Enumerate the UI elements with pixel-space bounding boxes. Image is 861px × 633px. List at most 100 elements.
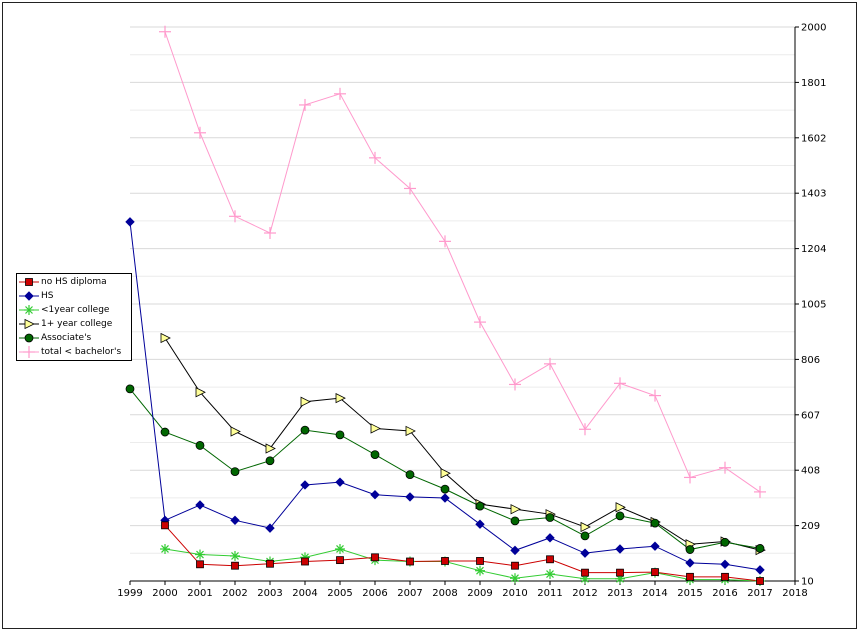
x-tick-label: 2004 bbox=[292, 588, 317, 599]
legend-swatch-hs bbox=[19, 291, 39, 301]
x-tick-label: 2015 bbox=[677, 588, 702, 599]
x-tick-label: 2001 bbox=[187, 588, 212, 599]
data-point-hs bbox=[650, 541, 660, 551]
data-point-associate-s bbox=[580, 531, 590, 541]
legend-item-1-plus-year-college: 1+ year college bbox=[17, 317, 131, 331]
series-line-lt-1year-college bbox=[164, 548, 761, 582]
data-point-hs bbox=[545, 533, 555, 543]
legend-label: Associate's bbox=[41, 333, 92, 343]
data-point-associate-s bbox=[265, 456, 275, 466]
x-tick-label: 2012 bbox=[572, 588, 597, 599]
data-point-1-plus-year-college bbox=[195, 387, 206, 398]
data-point-associate-s bbox=[755, 544, 765, 553]
data-point-associate-s bbox=[300, 425, 310, 435]
data-point-lt-1year-college bbox=[230, 550, 240, 561]
y-tick-label: 1005 bbox=[801, 300, 826, 311]
data-point-no-hs-diploma bbox=[721, 572, 729, 581]
data-point-hs bbox=[475, 519, 485, 529]
legend-item-associates: Associate's bbox=[17, 331, 131, 345]
data-point-total-lt-bachelor-s bbox=[229, 210, 241, 223]
data-point-total-lt-bachelor-s bbox=[369, 151, 381, 164]
data-point-associate-s bbox=[335, 430, 345, 440]
y-tick-label: 1204 bbox=[801, 244, 826, 255]
data-point-total-lt-bachelor-s bbox=[684, 471, 696, 484]
data-point-no-hs-diploma bbox=[441, 557, 449, 565]
data-point-1-plus-year-college bbox=[580, 521, 591, 533]
data-point-associate-s bbox=[545, 513, 555, 522]
data-point-associate-s bbox=[160, 427, 170, 437]
series-line-hs bbox=[129, 221, 761, 571]
data-point-associate-s bbox=[685, 545, 695, 554]
data-point-associate-s bbox=[650, 518, 660, 528]
data-point-hs bbox=[230, 515, 240, 526]
data-point-hs bbox=[405, 492, 415, 502]
data-point-lt-1year-college bbox=[195, 549, 205, 560]
chart-legend: no HS diploma HS <1year college 1+ year … bbox=[16, 273, 132, 361]
series-line-total-lt-bachelor-s bbox=[164, 31, 761, 493]
x-tick-label: 2006 bbox=[362, 588, 387, 599]
legend-marker bbox=[24, 318, 35, 330]
data-point-total-lt-bachelor-s bbox=[649, 389, 661, 402]
data-point-no-hs-diploma bbox=[371, 553, 379, 562]
data-point-no-hs-diploma bbox=[301, 557, 309, 566]
legend-item-hs: HS bbox=[17, 289, 131, 303]
data-point-no-hs-diploma bbox=[476, 557, 484, 565]
y-tick-label: 806 bbox=[801, 355, 820, 366]
data-point-hs bbox=[125, 217, 135, 227]
x-tick-label: 2009 bbox=[467, 588, 492, 599]
x-tick-label: 2005 bbox=[327, 588, 352, 599]
data-point-total-lt-bachelor-s bbox=[544, 357, 556, 370]
x-tick-label: 1999 bbox=[117, 588, 142, 599]
data-point-1-plus-year-college bbox=[335, 392, 346, 404]
data-point-associate-s bbox=[720, 537, 730, 547]
legend-marker bbox=[24, 333, 34, 343]
data-point-total-lt-bachelor-s bbox=[719, 461, 731, 474]
data-point-hs bbox=[580, 548, 590, 558]
series-line-no-hs-diploma bbox=[164, 524, 761, 582]
data-point-total-lt-bachelor-s bbox=[474, 316, 486, 329]
x-tick-label: 2018 bbox=[782, 588, 807, 599]
data-point-lt-1year-college bbox=[335, 543, 345, 554]
data-point-associate-s bbox=[510, 516, 520, 526]
axes bbox=[129, 26, 799, 585]
data-point-lt-1year-college bbox=[510, 573, 520, 584]
data-point-1-plus-year-college bbox=[615, 502, 626, 513]
y-axis-tick-labels: 10 209 408 607 806 1005 1204 1403 1602 1801 2000 bbox=[801, 23, 826, 588]
series-line-1-plus-year-college bbox=[164, 337, 761, 551]
data-point-lt-1year-college bbox=[160, 543, 170, 554]
series-markers bbox=[125, 25, 766, 586]
legend-marker bbox=[25, 278, 33, 286]
y-tick-label: 1403 bbox=[801, 189, 826, 200]
data-point-no-hs-diploma bbox=[406, 557, 414, 566]
legend-swatch-1-plus-year-college bbox=[19, 318, 39, 330]
legend-label: HS bbox=[41, 291, 54, 301]
data-point-1-plus-year-college bbox=[405, 425, 416, 437]
gridlines bbox=[130, 26, 795, 582]
data-point-no-hs-diploma bbox=[756, 577, 764, 585]
data-point-hs bbox=[685, 558, 695, 568]
data-point-no-hs-diploma bbox=[336, 556, 344, 565]
data-point-associate-s bbox=[125, 384, 135, 394]
data-point-hs bbox=[440, 493, 450, 503]
y-tick-label: 1602 bbox=[801, 133, 826, 144]
data-point-1-plus-year-college bbox=[160, 332, 171, 344]
data-point-hs bbox=[720, 559, 730, 570]
data-point-total-lt-bachelor-s bbox=[579, 423, 591, 436]
x-axis-tick-labels: 1999 2000 2001 2002 2003 2004 2005 2006 2007 2008… bbox=[117, 588, 807, 599]
data-point-total-lt-bachelor-s bbox=[299, 98, 311, 111]
y-tick-label: 209 bbox=[801, 521, 820, 532]
data-point-associate-s bbox=[195, 441, 205, 450]
data-point-no-hs-diploma bbox=[651, 568, 659, 576]
legend-marker bbox=[24, 291, 34, 301]
data-point-associate-s bbox=[615, 511, 625, 521]
data-point-associate-s bbox=[475, 501, 485, 511]
data-point-no-hs-diploma bbox=[686, 572, 694, 581]
data-point-1-plus-year-college bbox=[510, 504, 521, 515]
x-tick-label: 2013 bbox=[607, 588, 632, 599]
x-tick-label: 2017 bbox=[747, 588, 772, 599]
data-point-lt-1year-college bbox=[545, 569, 555, 580]
data-point-no-hs-diploma bbox=[616, 568, 624, 577]
data-point-total-lt-bachelor-s bbox=[264, 227, 276, 240]
data-point-no-hs-diploma bbox=[266, 559, 274, 568]
data-point-total-lt-bachelor-s bbox=[404, 182, 416, 195]
